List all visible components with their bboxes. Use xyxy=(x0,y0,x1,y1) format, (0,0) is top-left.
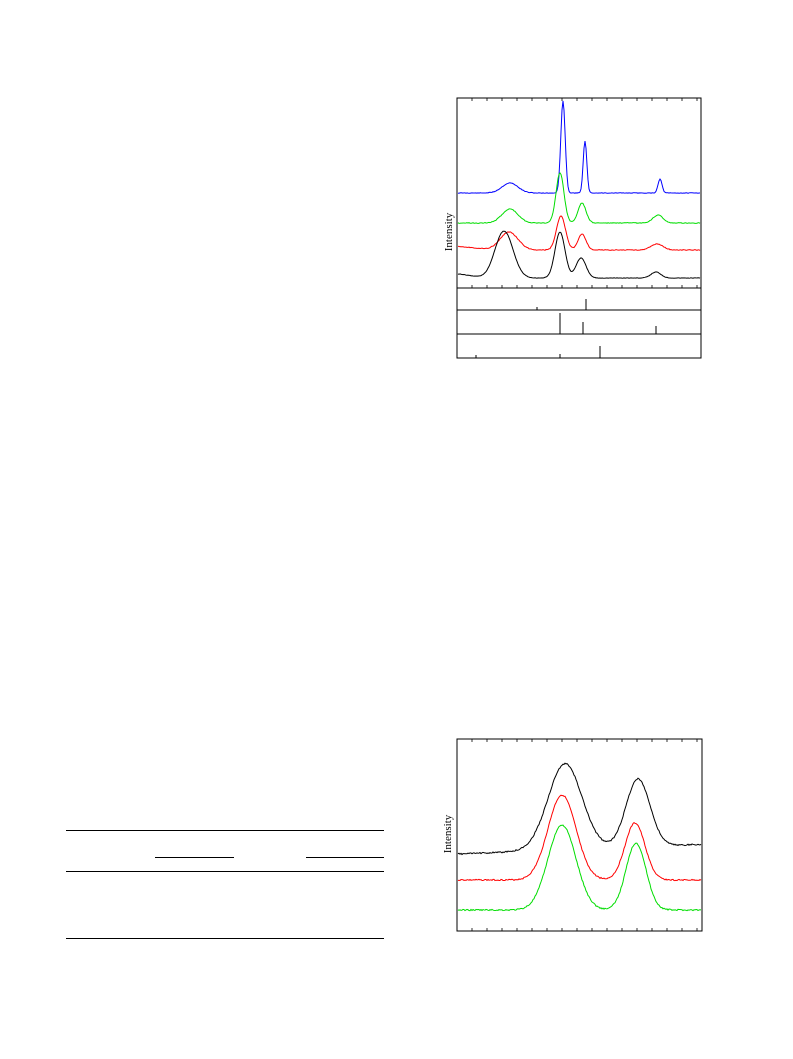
figure-top: Intensity xyxy=(443,97,702,359)
top-ref-panel-1 xyxy=(456,287,702,311)
table-top-rule xyxy=(66,830,384,831)
top-series-green xyxy=(457,172,701,224)
bottom-ylabel: Intensity xyxy=(442,814,454,853)
bottom-frame xyxy=(456,738,703,932)
top-ref-panel-2 xyxy=(456,309,702,335)
table-bottom-rule xyxy=(66,938,384,939)
table-group-rule-2 xyxy=(306,857,384,858)
table-group-rule-1 xyxy=(155,857,234,858)
bottom-series-green xyxy=(457,824,702,912)
top-ticks xyxy=(456,98,698,288)
top-series-blue xyxy=(457,100,700,194)
top-ylabel: Intensity xyxy=(443,212,455,251)
bottom-series-black xyxy=(457,762,702,856)
figure-bottom: Intensity xyxy=(442,738,703,932)
top-ref-lines xyxy=(475,299,657,358)
bottom-ticks xyxy=(456,739,698,931)
top-ref-panel-3 xyxy=(456,333,702,359)
table-header-rule xyxy=(66,871,384,872)
bottom-series-red xyxy=(457,794,702,882)
top-series-black xyxy=(457,230,701,279)
